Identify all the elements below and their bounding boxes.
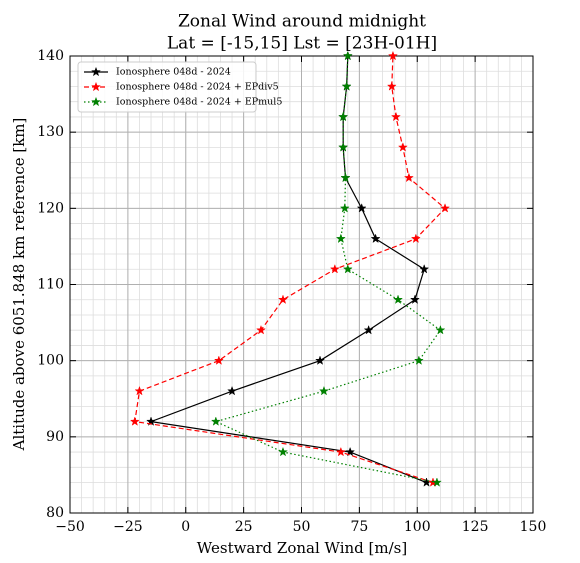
marker	[342, 50, 353, 61]
marker	[393, 294, 404, 304]
chart-title: Zonal Wind around midnight	[178, 12, 426, 32]
y-tick-label: 80	[46, 505, 64, 521]
marker	[435, 324, 446, 335]
marker	[277, 294, 288, 304]
y-tick-label: 110	[37, 277, 64, 293]
marker	[363, 324, 374, 335]
legend-label: Ionosphere 048d - 2024 + EPmul5	[116, 97, 282, 108]
y-tick-label: 100	[37, 353, 64, 369]
plot-frame	[69, 55, 534, 514]
marker	[134, 385, 145, 396]
marker	[315, 355, 326, 365]
marker	[431, 477, 442, 487]
x-tick-label: 75	[350, 519, 368, 535]
marker	[397, 142, 408, 152]
marker	[213, 355, 224, 365]
marker	[403, 172, 414, 183]
legend-marker	[90, 66, 102, 77]
legend-marker	[90, 81, 102, 92]
legend-label: Ionosphere 048d - 2024	[116, 67, 231, 78]
marker	[338, 142, 349, 152]
marker	[255, 324, 266, 335]
x-tick-label: 150	[520, 519, 547, 535]
x-tick-label: 0	[181, 519, 190, 535]
marker	[342, 264, 353, 274]
marker	[227, 385, 238, 396]
x-tick-label: 125	[462, 519, 489, 535]
x-tick-label: −50	[55, 519, 85, 535]
marker	[339, 203, 350, 213]
marker	[387, 50, 398, 61]
y-tick-label: 90	[46, 429, 64, 445]
marker	[345, 446, 356, 457]
marker	[386, 81, 397, 91]
y-tick-label: 130	[37, 124, 64, 140]
marker	[338, 111, 349, 122]
marker	[335, 233, 346, 244]
x-tick-label: 100	[404, 519, 431, 535]
y-tick-label: 120	[37, 200, 64, 216]
series-line	[214, 55, 442, 484]
y-tick-label: 140	[37, 48, 64, 64]
chart-subtitle: Lat = [-15,15] Lst = [23H-01H]	[167, 34, 437, 54]
marker	[356, 203, 367, 213]
legend-marker	[90, 96, 102, 107]
marker	[410, 233, 421, 244]
marker	[409, 294, 420, 304]
marker	[210, 416, 221, 426]
x-tick-label: 50	[293, 519, 311, 535]
x-tick-label: −25	[113, 519, 143, 535]
legend-label: Ionosphere 048d - 2024 + EPdiv5	[116, 82, 279, 93]
marker	[335, 446, 346, 457]
marker	[370, 233, 381, 244]
marker	[413, 355, 424, 365]
marker	[419, 264, 430, 274]
y-axis-label: Altitude above 6051.848 km reference [km…	[10, 118, 28, 452]
marker	[341, 81, 352, 91]
marker	[390, 111, 401, 122]
x-axis-label: Westward Zonal Wind [m/s]	[197, 539, 407, 557]
marker	[340, 172, 351, 183]
marker	[129, 416, 140, 426]
legend-box	[77, 61, 257, 113]
marker	[440, 203, 451, 213]
marker	[277, 446, 288, 457]
x-tick-label: 25	[235, 519, 253, 535]
marker	[318, 385, 329, 396]
marker	[329, 264, 340, 274]
